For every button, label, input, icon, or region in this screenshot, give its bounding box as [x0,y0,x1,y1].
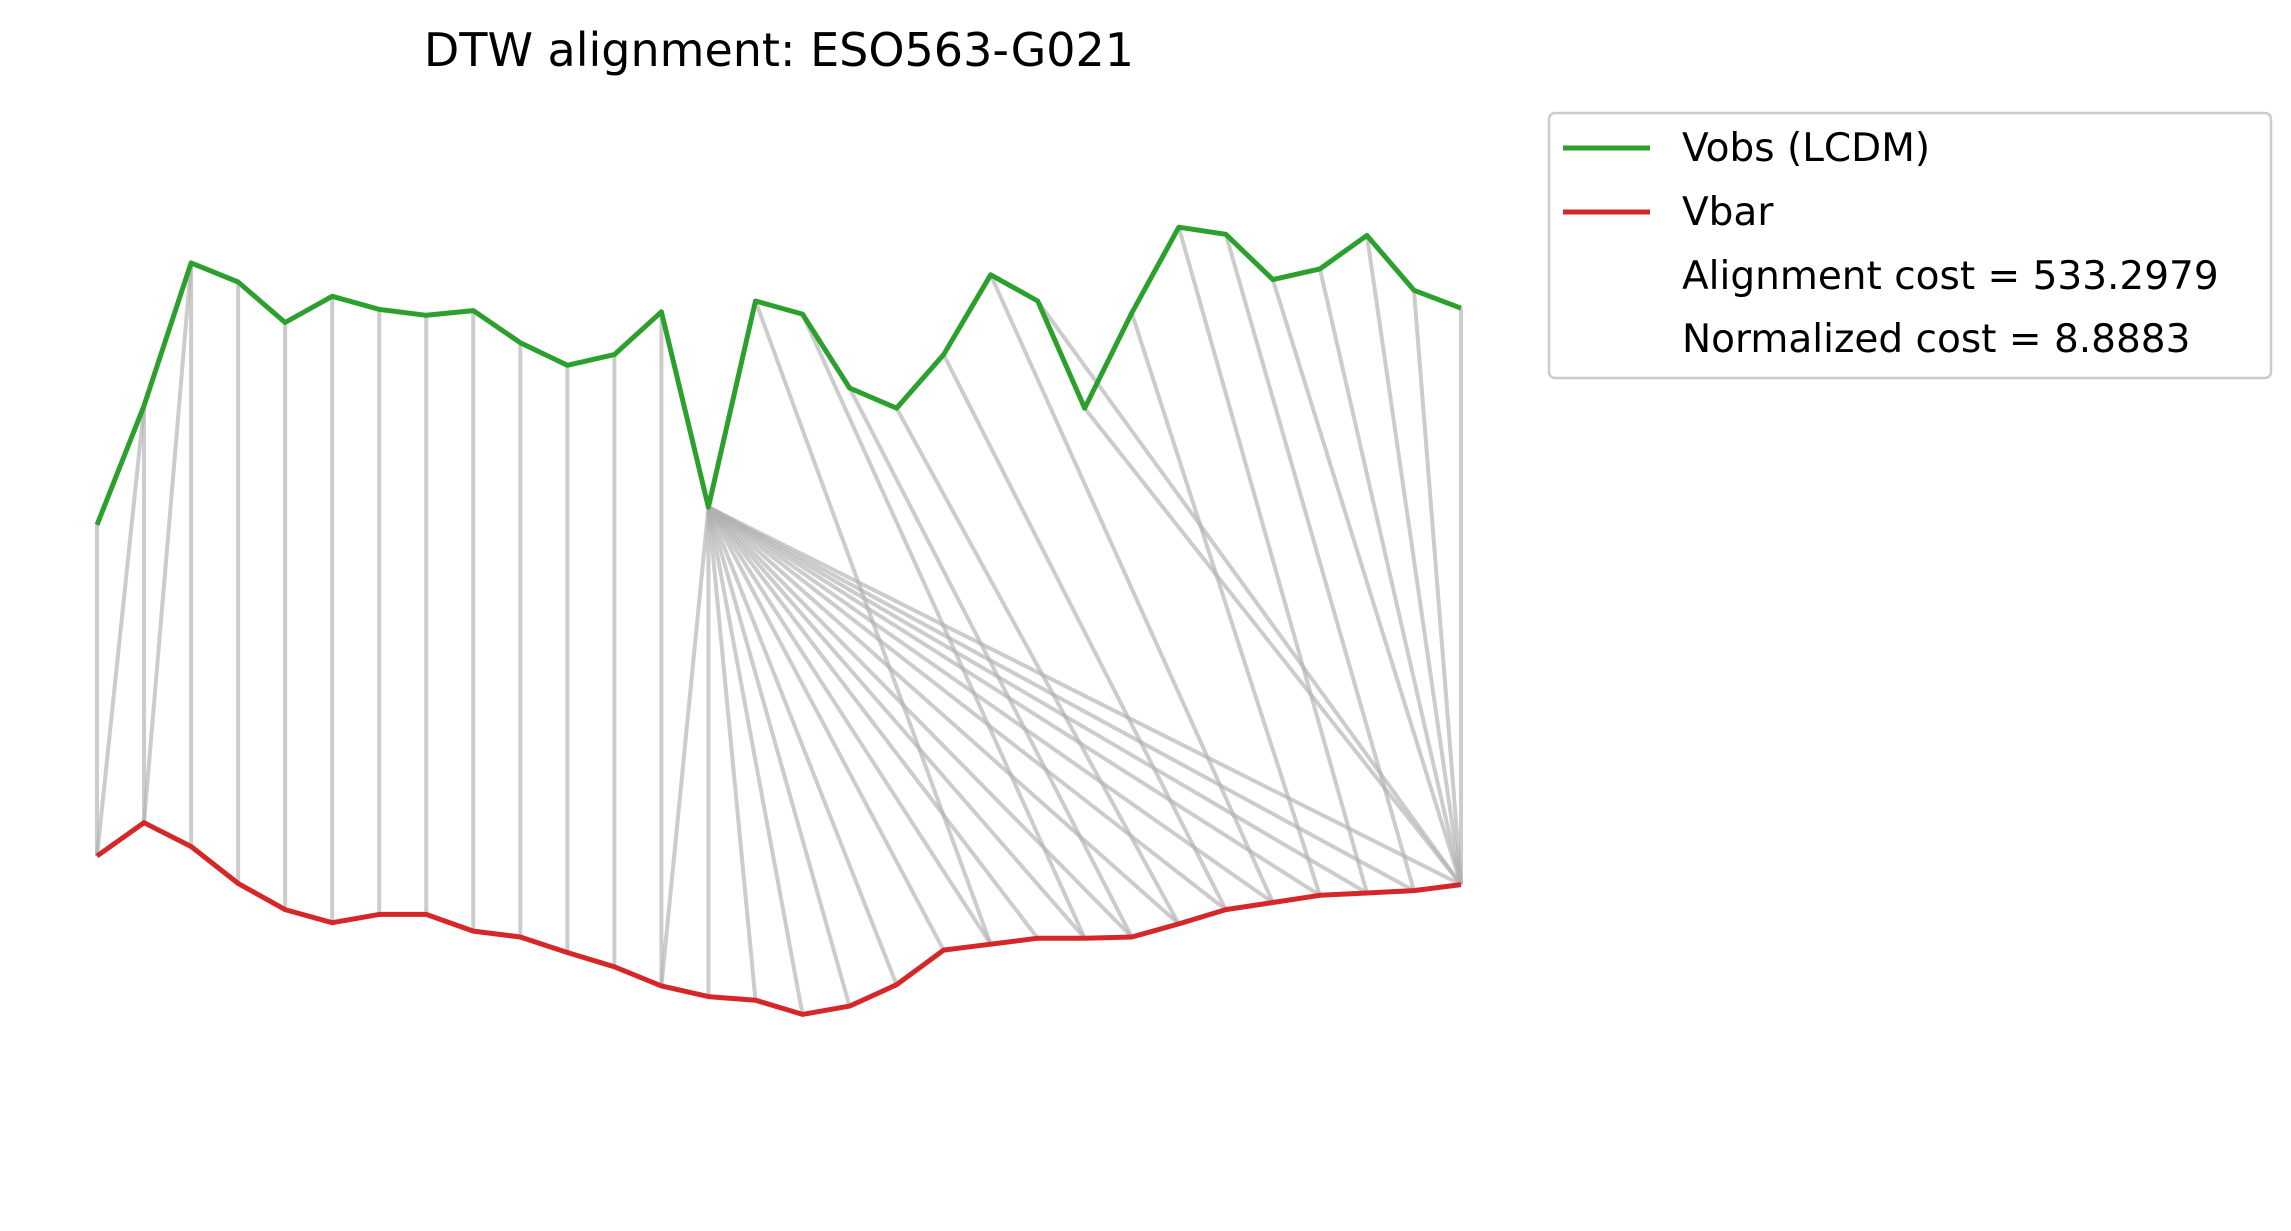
alignment-line-44 [1270,279,1463,886]
legend-label-vobs: Vobs (LCDM) [1682,126,1930,171]
alignment-line-47 [1411,290,1463,885]
legend: Vobs (LCDM) Vbar Alignment cost = 533.29… [1547,111,2273,380]
alignment-line-29 [707,505,1321,898]
series-line-vbar [95,820,1462,1017]
alignment-line-46 [1364,235,1463,885]
alignment-line-1 [95,405,147,857]
alignment-line-39 [1036,299,1463,886]
alignment-line-32 [707,505,1462,887]
alignment-line-19 [706,506,852,1007]
alignment-line-41 [1129,312,1322,896]
alignment-line-18 [706,506,805,1015]
alignment-line-15 [659,506,711,987]
alignment-line-31 [707,505,1415,893]
alignment-line-26 [707,505,1181,926]
alignment-line-34 [800,313,1087,940]
alignment-line-21 [706,506,946,952]
series-lines [94,224,1462,1017]
alignment-line-43 [1223,233,1416,892]
series-line-vobs [94,224,1462,526]
alignment-line-3 [142,262,194,823]
legend-label-normalized-cost: Normalized cost = 8.8883 [1682,317,2190,362]
alignment-line-22 [706,505,993,946]
alignment-line-17 [706,506,758,1001]
alignment-line-35 [847,387,1134,938]
alignment-line-20 [706,506,899,986]
alignment-line-30 [707,505,1368,895]
legend-label-alignment-cost: Alignment cost = 533.2979 [1682,254,2219,299]
alignment-line-23 [706,505,1040,940]
alignment-line-37 [941,353,1228,911]
alignment-line-33 [753,300,993,945]
alignment-line-40 [1083,406,1463,886]
alignment-line-24 [706,505,1087,940]
alignment-line-45 [1317,268,1463,886]
alignment-line-27 [707,505,1228,912]
alignment-line-28 [707,505,1275,905]
alignment-line-36 [894,407,1181,925]
legend-box [1547,111,2273,380]
alignment-line-42 [1176,226,1369,894]
alignment-line-25 [707,505,1134,939]
alignment-line-38 [988,274,1275,904]
chart-title: DTW alignment: ESO563-G021 [424,23,1134,77]
alignment-lines [95,226,1463,1015]
legend-label-vbar: Vbar [1682,190,1774,235]
